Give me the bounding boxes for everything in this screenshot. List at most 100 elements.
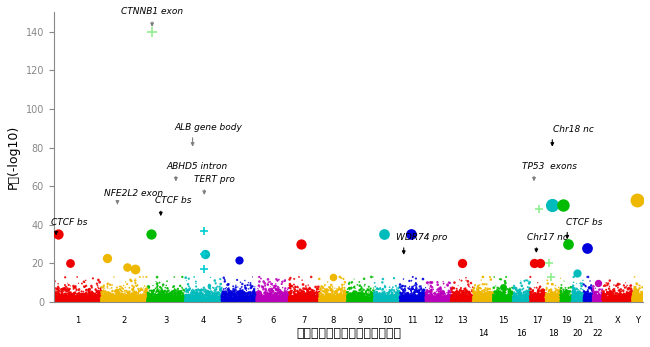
Point <box>499 298 509 304</box>
Point <box>101 299 111 304</box>
Point <box>423 294 434 299</box>
Point <box>560 294 570 299</box>
Point <box>244 294 254 299</box>
Point <box>212 298 222 304</box>
Point <box>619 295 630 301</box>
Point <box>216 298 227 303</box>
Point <box>445 293 456 298</box>
Point <box>173 298 183 304</box>
Point <box>99 296 109 302</box>
Point <box>337 298 347 303</box>
Point <box>422 294 433 300</box>
Point <box>328 296 339 302</box>
Point <box>113 294 124 300</box>
Point <box>131 290 142 295</box>
Point <box>631 293 642 299</box>
Point <box>426 282 436 288</box>
Point <box>374 298 385 303</box>
Point <box>176 296 186 302</box>
Point <box>266 298 277 304</box>
Point <box>301 292 311 298</box>
Point <box>355 297 365 302</box>
Point <box>497 293 508 298</box>
Point <box>132 298 142 304</box>
Point <box>176 299 186 305</box>
Point <box>237 291 248 297</box>
Point <box>593 299 604 304</box>
Point <box>206 295 216 301</box>
Point <box>354 297 365 302</box>
Point <box>124 298 134 303</box>
Point <box>105 299 116 305</box>
Point <box>523 296 533 302</box>
Point <box>584 297 594 303</box>
Point <box>587 299 597 305</box>
Point <box>302 295 312 300</box>
Point <box>333 299 343 305</box>
Point <box>405 295 415 300</box>
Point <box>449 295 460 301</box>
Point <box>123 294 133 299</box>
Point <box>505 293 515 298</box>
Point <box>495 298 506 304</box>
Point <box>111 298 122 303</box>
Point <box>376 299 387 304</box>
Point <box>145 295 155 301</box>
Point <box>445 294 456 299</box>
Point <box>426 298 436 304</box>
Point <box>158 297 168 303</box>
Point <box>470 299 480 304</box>
Point <box>315 298 326 304</box>
Point <box>526 295 536 301</box>
Point <box>134 288 144 293</box>
Point <box>363 299 374 305</box>
Point <box>500 297 510 303</box>
Point <box>166 299 177 304</box>
Point <box>394 297 404 303</box>
Point <box>463 282 473 287</box>
Point <box>237 294 247 300</box>
Point <box>552 299 562 304</box>
Point <box>474 298 484 304</box>
Point <box>346 291 357 297</box>
Point <box>438 289 448 295</box>
Point <box>515 295 526 300</box>
Point <box>505 298 515 303</box>
Point <box>122 289 132 295</box>
Point <box>459 298 469 304</box>
Point <box>437 298 447 303</box>
Point <box>584 292 595 298</box>
Point <box>280 289 290 295</box>
Point <box>231 296 241 302</box>
Point <box>465 297 475 303</box>
Point <box>125 297 136 303</box>
Point <box>482 297 493 303</box>
Point <box>462 291 473 297</box>
Point <box>258 287 268 292</box>
Point <box>205 297 215 303</box>
Point <box>246 293 256 299</box>
Point <box>538 291 549 297</box>
Point <box>444 296 454 302</box>
Point <box>231 296 241 302</box>
Point <box>242 299 252 304</box>
Point <box>167 289 177 294</box>
Point <box>541 297 551 303</box>
Point <box>578 295 589 301</box>
Point <box>73 297 83 303</box>
Point <box>430 295 440 301</box>
Point <box>249 299 259 305</box>
Point <box>150 294 161 300</box>
Point <box>106 297 116 303</box>
Point <box>371 296 382 302</box>
Point <box>420 298 430 303</box>
Point <box>501 299 512 305</box>
Point <box>120 294 130 299</box>
Point <box>450 297 461 303</box>
Point <box>368 299 378 305</box>
Point <box>79 295 90 300</box>
Point <box>164 294 175 299</box>
Point <box>242 295 252 300</box>
Point <box>142 297 153 302</box>
Point <box>91 298 101 304</box>
